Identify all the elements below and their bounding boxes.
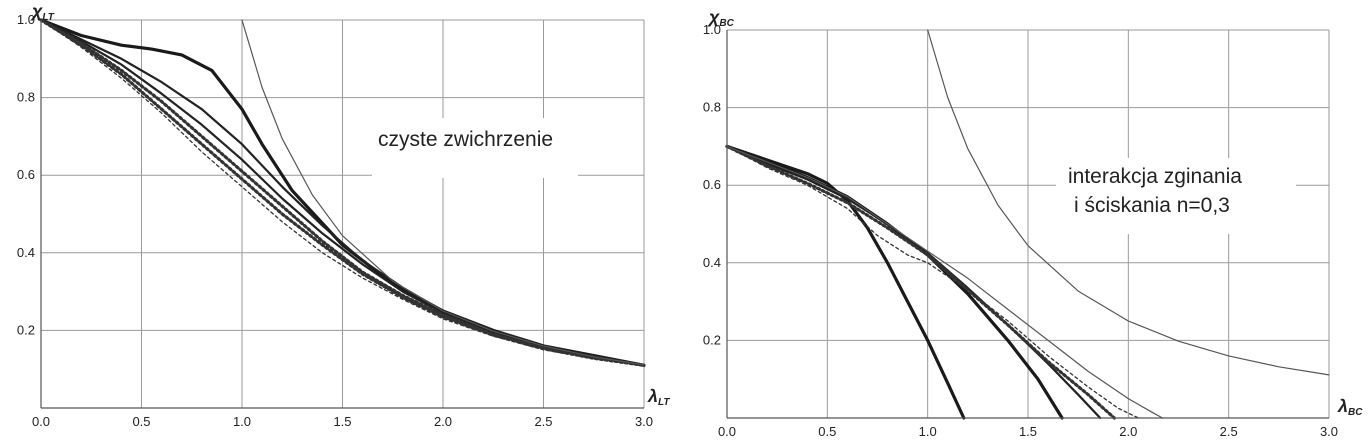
x-tick-label: 3.0 — [635, 414, 653, 429]
series-line-4 — [725, 144, 1116, 420]
annotation-background — [1056, 158, 1296, 234]
y-tick-label: 1.0 — [703, 22, 721, 37]
y-tick-label: 0.6 — [17, 167, 35, 182]
x-axis-label: λBC — [1337, 396, 1363, 418]
y-axis-label: χBC — [707, 7, 735, 29]
x-tick-label: 2.5 — [1220, 424, 1238, 439]
series-line-5 — [39, 18, 646, 367]
y-axis-label: χLT — [30, 1, 55, 23]
series-line-3 — [39, 18, 646, 367]
y-tick-label: 0.4 — [703, 255, 721, 270]
y-tick-label: 0.8 — [703, 100, 721, 115]
x-tick-label: 2.0 — [1119, 424, 1137, 439]
x-tick-label: 0.0 — [32, 414, 50, 429]
x-tick-label: 2.0 — [434, 414, 452, 429]
y-axis-label-main: χ — [707, 7, 720, 27]
x-axis-label: λLT — [647, 386, 670, 408]
y-tick-label: 0.6 — [703, 177, 721, 192]
x-tick-label: 1.5 — [1019, 424, 1037, 439]
y-axis-label-main: χ — [30, 1, 43, 21]
x-axis-label-sub: BC — [1348, 407, 1363, 418]
chart-left: 0.0 0.5 1.0 1.5 2.0 2.5 3.0 0.2 0.4 0.6 0.8 1.0 czy… — [0, 0, 680, 445]
chart-right-svg: 0.0 0.5 1.0 1.5 2.0 2.5 3.0 0.2 0.4 0.6 0.8 1.0 int… — [703, 7, 1363, 439]
x-tick-label: 0.5 — [132, 414, 150, 429]
series-line-7 — [241, 19, 645, 366]
x-tick-label: 0.0 — [718, 424, 736, 439]
x-axis-label-main: λ — [647, 386, 658, 406]
x-axis-label-sub: LT — [658, 397, 670, 408]
series-line-3 — [725, 145, 1102, 420]
annotation-background — [372, 118, 578, 178]
y-tick-label: 0.4 — [17, 245, 35, 260]
series-line-5 — [726, 145, 1140, 419]
y-tick-label: 0.8 — [17, 90, 35, 105]
x-tick-label: 1.0 — [233, 414, 251, 429]
annotation-line-1: interakcja zginania — [1068, 165, 1242, 188]
x-tick-label: 1.0 — [919, 424, 937, 439]
y-axis-label-sub: BC — [719, 18, 734, 29]
x-axis-label-main: λ — [1337, 396, 1348, 416]
x-tick-label: 3.0 — [1320, 424, 1338, 439]
chart-left-svg: 0.0 0.5 1.0 1.5 2.0 2.5 3.0 0.2 0.4 0.6 0.8 1.0 czy… — [17, 1, 670, 429]
y-axis-label-sub: LT — [42, 12, 54, 23]
y-tick-label: 0.2 — [17, 322, 35, 337]
series-line-2 — [725, 144, 1064, 420]
y-tick-label: 1.0 — [17, 12, 35, 27]
series-line-6 — [40, 19, 645, 366]
y-tick-label: 0.2 — [703, 332, 721, 347]
x-tick-label: 2.5 — [534, 414, 552, 429]
annotation-label: czyste zwichrzenie — [378, 128, 553, 151]
x-tick-label: 0.5 — [818, 424, 836, 439]
annotation-line-2: i ściskania n=0,3 — [1074, 194, 1230, 217]
series-line-6 — [726, 145, 1163, 419]
series-line-7 — [927, 29, 1330, 376]
chart-right: 0.0 0.5 1.0 1.5 2.0 2.5 3.0 0.2 0.4 0.6 0.8 1.0 int… — [684, 0, 1369, 445]
x-tick-label: 1.5 — [333, 414, 351, 429]
series-line-1 — [725, 144, 966, 420]
